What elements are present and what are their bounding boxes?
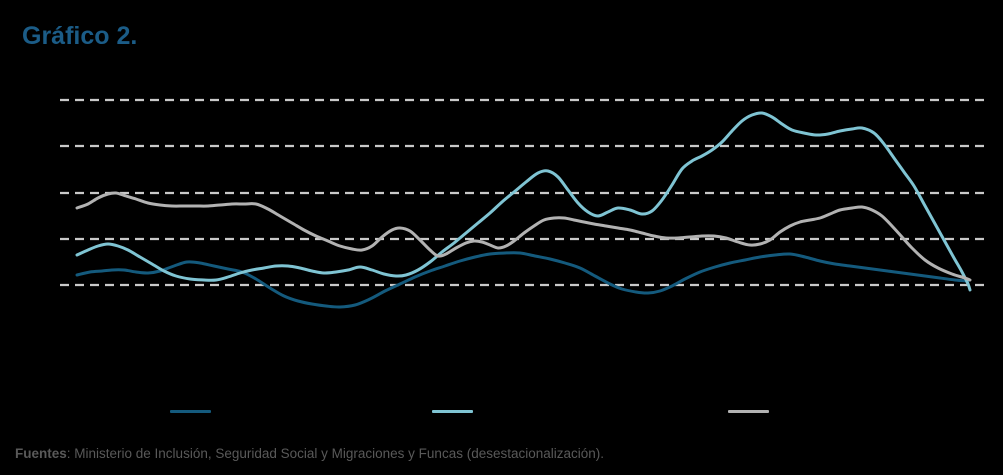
series-line-gray <box>75 191 972 282</box>
source-note: Fuentes: Ministerio de Inclusión, Seguri… <box>15 446 604 462</box>
chart-title: Gráfico 2. <box>22 22 138 50</box>
source-note-label: Fuentes <box>15 446 67 461</box>
series-line-cyan <box>75 111 972 292</box>
source-note-text: : Ministerio de Inclusión, Seguridad Soc… <box>66 446 605 461</box>
series-line-dark-blue <box>75 251 970 309</box>
